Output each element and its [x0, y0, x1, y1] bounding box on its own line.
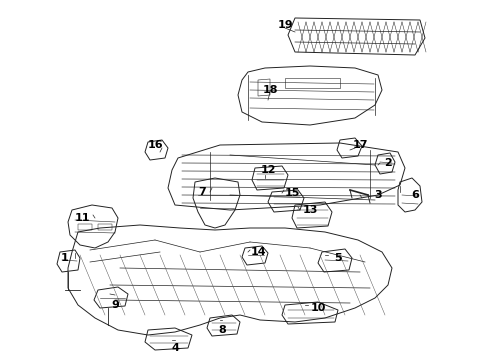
- Text: 4: 4: [171, 343, 179, 353]
- Text: 12: 12: [260, 165, 276, 175]
- Text: 15: 15: [284, 188, 300, 198]
- Text: 14: 14: [250, 247, 266, 257]
- Text: 18: 18: [262, 85, 278, 95]
- Text: 1: 1: [61, 253, 69, 263]
- Text: 5: 5: [334, 253, 342, 263]
- Text: 13: 13: [302, 205, 318, 215]
- Text: 8: 8: [218, 325, 226, 335]
- Text: 17: 17: [352, 140, 368, 150]
- Text: 10: 10: [310, 303, 326, 313]
- Text: 19: 19: [277, 20, 293, 30]
- Text: 6: 6: [411, 190, 419, 200]
- Text: 7: 7: [198, 187, 206, 197]
- Text: 11: 11: [74, 213, 90, 223]
- Text: 2: 2: [384, 158, 392, 168]
- Text: 16: 16: [147, 140, 163, 150]
- Text: 3: 3: [374, 190, 382, 200]
- Text: 9: 9: [111, 300, 119, 310]
